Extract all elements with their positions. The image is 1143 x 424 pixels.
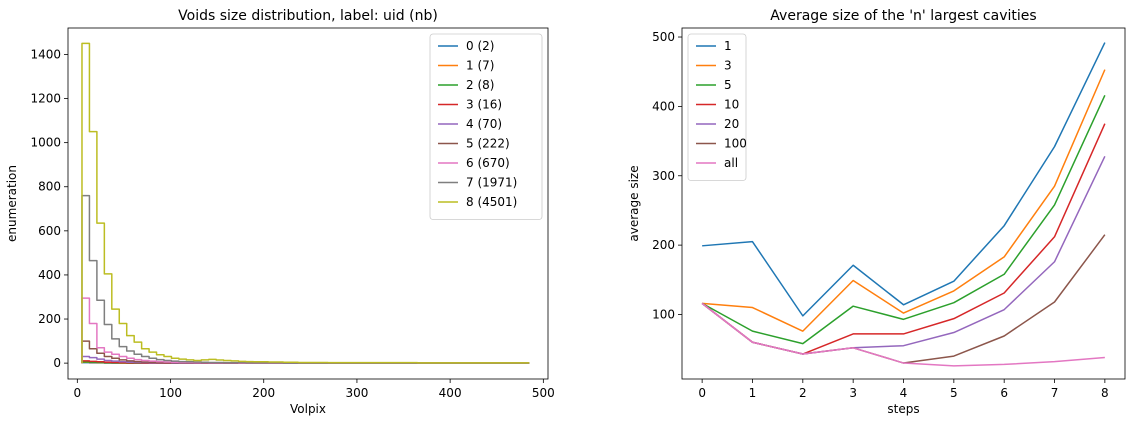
legend: 1 3 5 10 20 100 all: [688, 34, 747, 181]
y-tick-label: 1200: [30, 92, 61, 106]
y-axis-label: enumeration: [5, 165, 19, 242]
y-tick-label: 1000: [30, 136, 61, 150]
x-tick-label: 8: [1101, 386, 1109, 400]
x-tick-label: 7: [1051, 386, 1059, 400]
x-tick-label: 400: [439, 386, 462, 400]
legend-entry: 5 (222): [466, 137, 510, 151]
x-tick-label: 0: [74, 386, 82, 400]
y-axis-label: average size: [627, 165, 641, 241]
series-line-7: [82, 196, 529, 364]
legend-entry: all: [724, 156, 738, 170]
y-tick-label: 400: [652, 99, 675, 113]
y-tick-label: 600: [38, 224, 61, 238]
x-tick-label: 0: [698, 386, 706, 400]
legend-entry: 20: [724, 117, 739, 131]
series-line-2: [702, 95, 1105, 343]
x-tick-label: 100: [159, 386, 182, 400]
series-line-1: [702, 70, 1105, 332]
x-tick-label: 500: [532, 386, 555, 400]
legend-entry: 4 (70): [466, 117, 502, 131]
legend-entry: 3: [724, 59, 732, 73]
legend-entry: 3 (16): [466, 98, 502, 112]
x-axis-label: Volpix: [290, 402, 326, 416]
y-tick-label: 0: [53, 356, 61, 370]
y-tick-label: 200: [652, 238, 675, 252]
x-tick-label: 2: [799, 386, 807, 400]
legend: 0 (2) 1 (7) 2 (8) 3 (16) 4 (70) 5 (222) 6 (670…: [430, 34, 542, 220]
histogram-panel: Voids size distribution, label: uid (nb)…: [5, 8, 555, 416]
x-tick-label: 1: [749, 386, 757, 400]
legend-entry: 1 (7): [466, 59, 494, 73]
x-tick-label: 4: [900, 386, 908, 400]
legend-entry: 1: [724, 39, 732, 53]
y-tick-label: 300: [652, 169, 675, 183]
legend-entry: 10: [724, 98, 739, 112]
legend-entry: 5: [724, 78, 732, 92]
x-axis-label: steps: [887, 402, 919, 416]
x-tick-label: 5: [950, 386, 958, 400]
x-tick-label: 3: [849, 386, 857, 400]
series-line-6: [82, 298, 529, 363]
y-tick-label: 500: [652, 30, 675, 44]
y-tick-label: 200: [38, 312, 61, 326]
series-line-5: [702, 235, 1105, 363]
y-tick-label: 800: [38, 180, 61, 194]
y-tick-label: 100: [652, 307, 675, 321]
chart-title: Average size of the 'n' largest cavities: [770, 8, 1036, 24]
legend-entry: 0 (2): [466, 39, 494, 53]
legend-entry: 2 (8): [466, 78, 494, 92]
axes-frame: [682, 28, 1125, 379]
series-line-0: [702, 43, 1105, 316]
y-tick-label: 1400: [30, 47, 61, 61]
y-tick-label: 400: [38, 268, 61, 282]
legend-entry: 8 (4501): [466, 195, 517, 209]
legend-entry: 6 (670): [466, 156, 510, 170]
legend-entry: 100: [724, 137, 747, 151]
x-tick-label: 200: [252, 386, 275, 400]
average-size-panel: Average size of the 'n' largest cavities…: [627, 8, 1125, 416]
x-tick-label: 6: [1000, 386, 1008, 400]
chart-title: Voids size distribution, label: uid (nb): [178, 8, 438, 24]
x-tick-label: 300: [345, 386, 368, 400]
legend-entry: 7 (1971): [466, 176, 517, 190]
